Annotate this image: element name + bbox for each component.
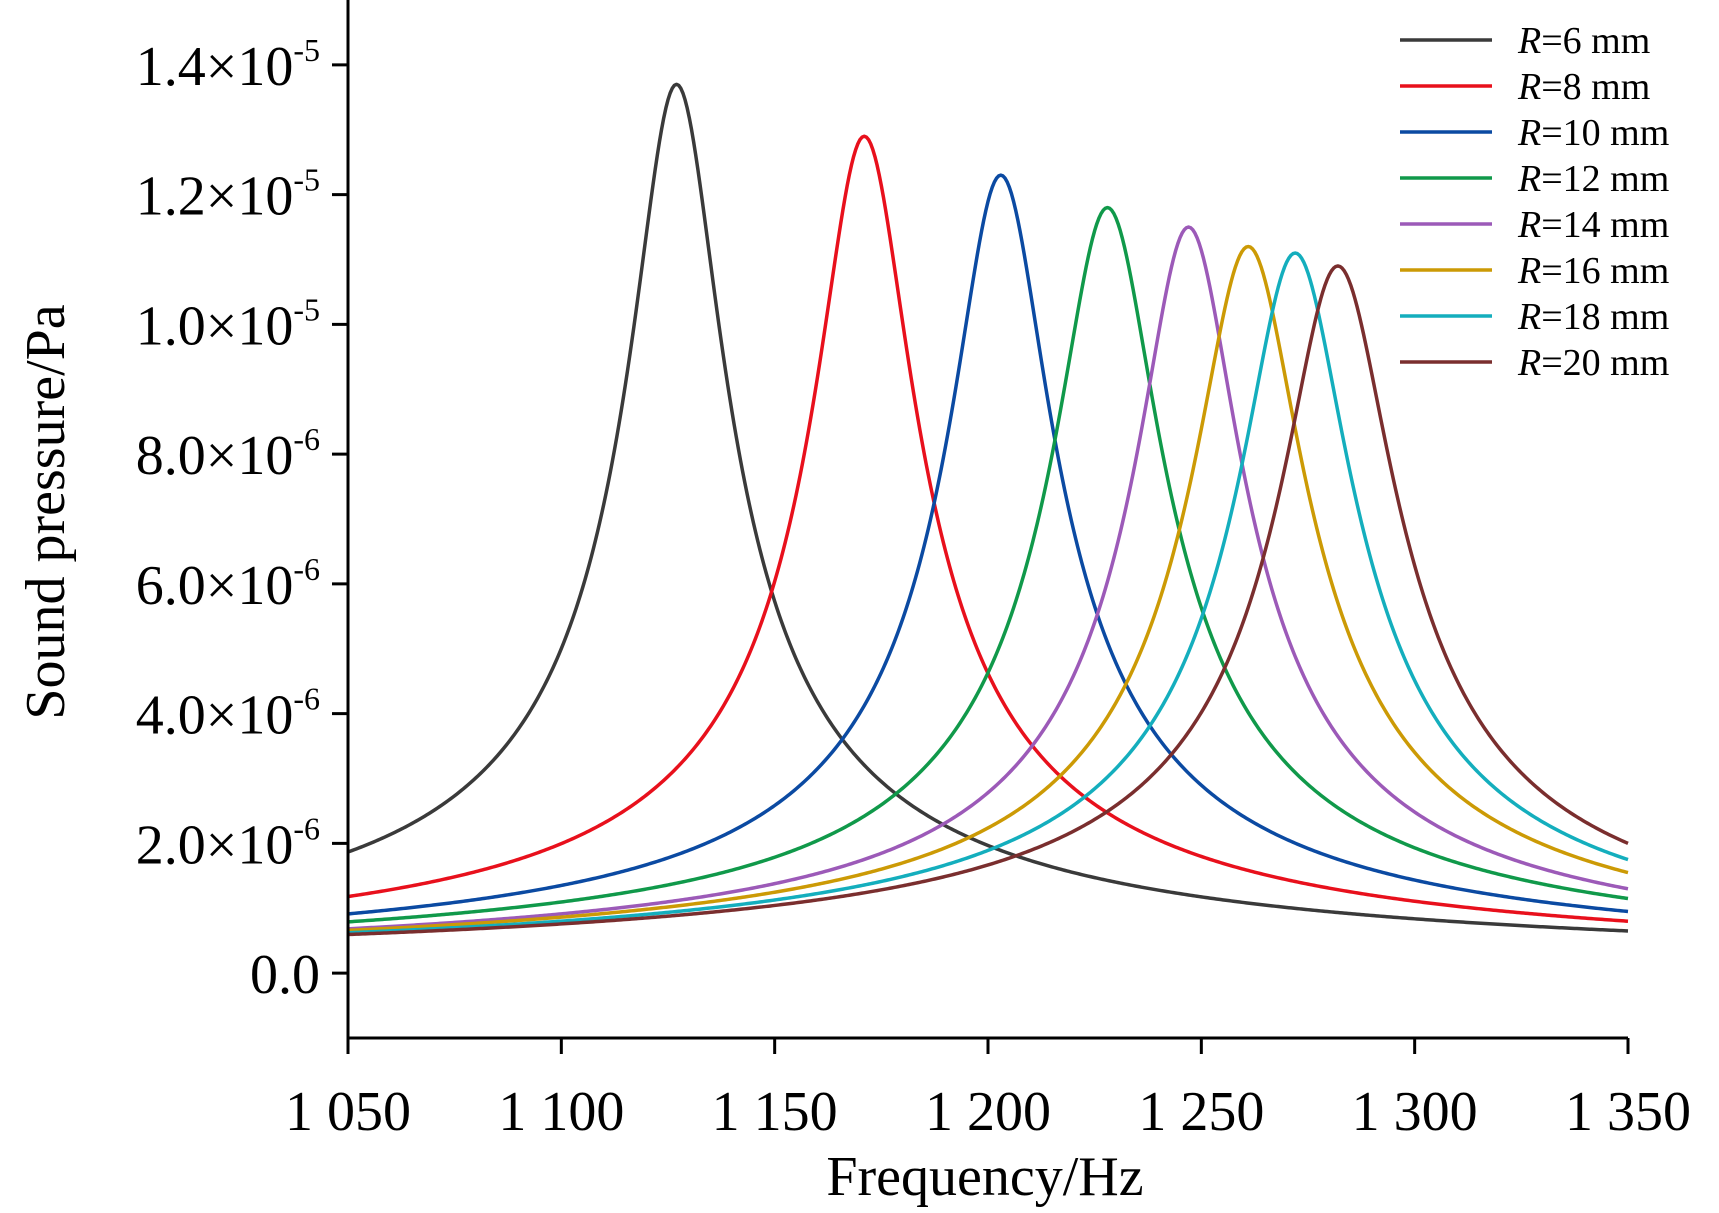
x-axis-title: Frequency/Hz (826, 1146, 1143, 1208)
legend-label: R=16 mm (1517, 250, 1669, 292)
x-tick-label: 1 250 (1138, 1081, 1264, 1143)
y-axis-ticks: 0.0 2.0×10-6 4.0×10-6 6.0×10-6 8.0×10-6 1.0×1… (136, 32, 348, 1006)
series-line-6 (347, 244, 1629, 933)
y-tick-label: 6.0×10-6 (136, 551, 320, 617)
y-tick-label: 1.2×10-5 (136, 162, 320, 228)
x-tick-label: 1 300 (1352, 1081, 1478, 1143)
series-line-7 (347, 251, 1629, 935)
y-tick-label: 0.0 (250, 944, 320, 1006)
series-line-1 (347, 82, 1629, 933)
plot-curves (347, 82, 1629, 937)
y-axis-title: Sound pressure/Pa (15, 304, 77, 719)
series-line-8 (347, 264, 1629, 937)
x-tick-label: 1 150 (712, 1081, 838, 1143)
legend-label: R=10 mm (1517, 112, 1669, 154)
y-tick-label: 1.4×10-5 (136, 32, 320, 98)
legend-label: R=12 mm (1517, 158, 1669, 200)
legend-label: R=6 mm (1517, 20, 1650, 62)
legend-label: R=18 mm (1517, 296, 1669, 338)
series-line-5 (347, 225, 1629, 931)
y-tick-label: 4.0×10-6 (136, 681, 320, 747)
legend-label: R=20 mm (1517, 342, 1669, 384)
plot-axes (346, 0, 1628, 1040)
series-line-2 (347, 134, 1629, 923)
x-tick-label: 1 350 (1565, 1081, 1691, 1143)
x-tick-label: 1 200 (925, 1081, 1051, 1143)
x-tick-label: 1 050 (285, 1081, 411, 1143)
x-tick-label: 1 100 (498, 1081, 624, 1143)
x-axis-ticks: 1 050 1 100 1 150 1 200 1 250 1 300 1 350 (285, 1038, 1691, 1143)
series-line-4 (347, 205, 1629, 924)
y-tick-label: 2.0×10-6 (136, 810, 320, 876)
legend-label: R=14 mm (1517, 204, 1669, 246)
y-tick-label: 1.0×10-5 (136, 291, 320, 357)
series-line-3 (347, 173, 1629, 916)
y-tick-label: 8.0×10-6 (136, 421, 320, 487)
legend: R=6 mmR=8 mmR=10 mmR=12 mmR=14 mmR=16 mm… (1400, 20, 1669, 384)
legend-label: R=8 mm (1517, 66, 1650, 108)
